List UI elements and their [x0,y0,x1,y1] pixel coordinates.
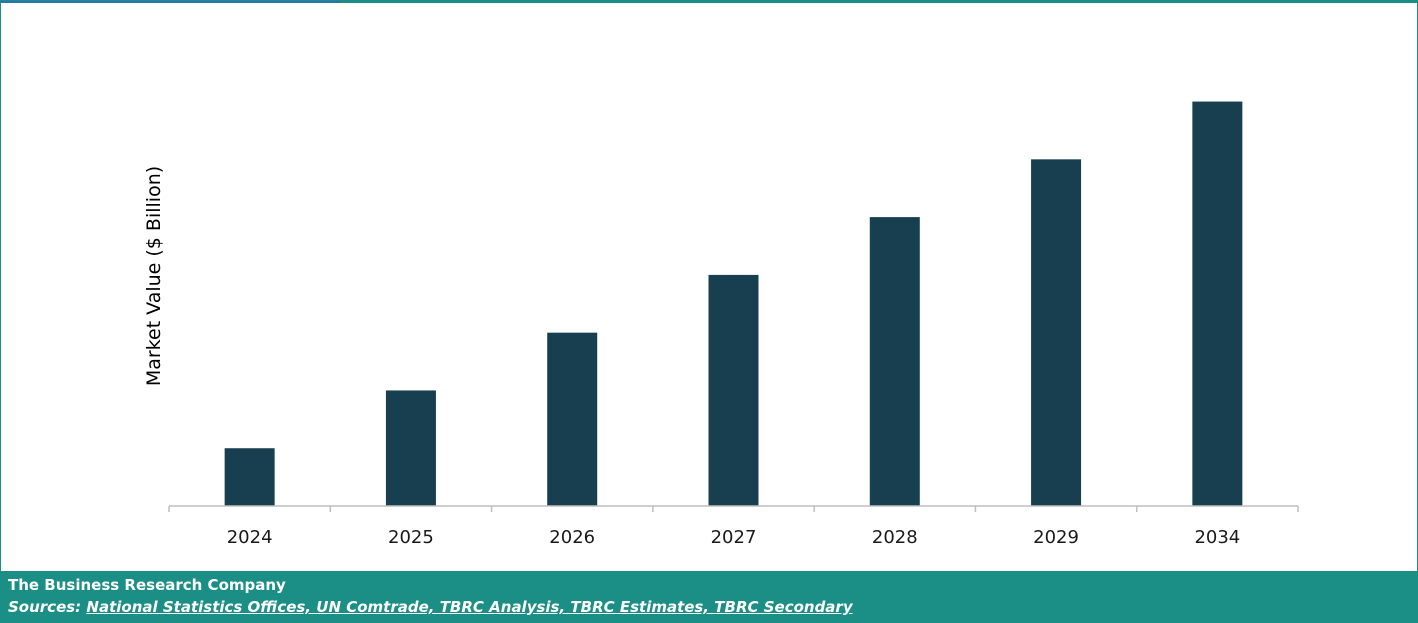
x-tick-label-2025: 2025 [388,527,434,548]
bar-chart: Market Value ($ Billion) 2024 2025 2026 202… [143,101,1299,548]
footer-sources: Sources: National Statistics Offices, UN… [8,596,1410,618]
bars-group [224,101,1243,507]
x-tick-label-2026: 2026 [549,527,595,548]
x-tick-label-2027: 2027 [711,527,757,548]
x-tick-label-2029: 2029 [1033,527,1079,548]
top-strip [0,0,1418,3]
bar-2026 [547,332,598,506]
bar-2029 [1031,159,1082,507]
x-tick-label-2028: 2028 [872,527,918,548]
top-strip-accent [0,0,340,3]
sources-prefix: Sources: [8,598,87,616]
bar-2024 [224,448,275,506]
footer-company: The Business Research Company [8,576,286,594]
x-tick-label-2034: 2034 [1194,527,1240,548]
bar-2028 [869,217,920,506]
y-axis-label: Market Value ($ Billion) [143,166,165,386]
x-tick-labels-group: 2024 2025 2026 2027 2028 2029 2034 [227,527,1241,548]
sources-link[interactable]: National Statistics Offices, UN Comtrade… [86,598,853,616]
bar-2034 [1192,101,1243,507]
footer: The Business Research Company Sources: N… [0,571,1418,623]
x-tick-label-2024: 2024 [227,527,273,548]
x-ticks-group [168,506,1299,512]
bar-2025 [385,390,436,506]
bar-2027 [708,274,759,506]
